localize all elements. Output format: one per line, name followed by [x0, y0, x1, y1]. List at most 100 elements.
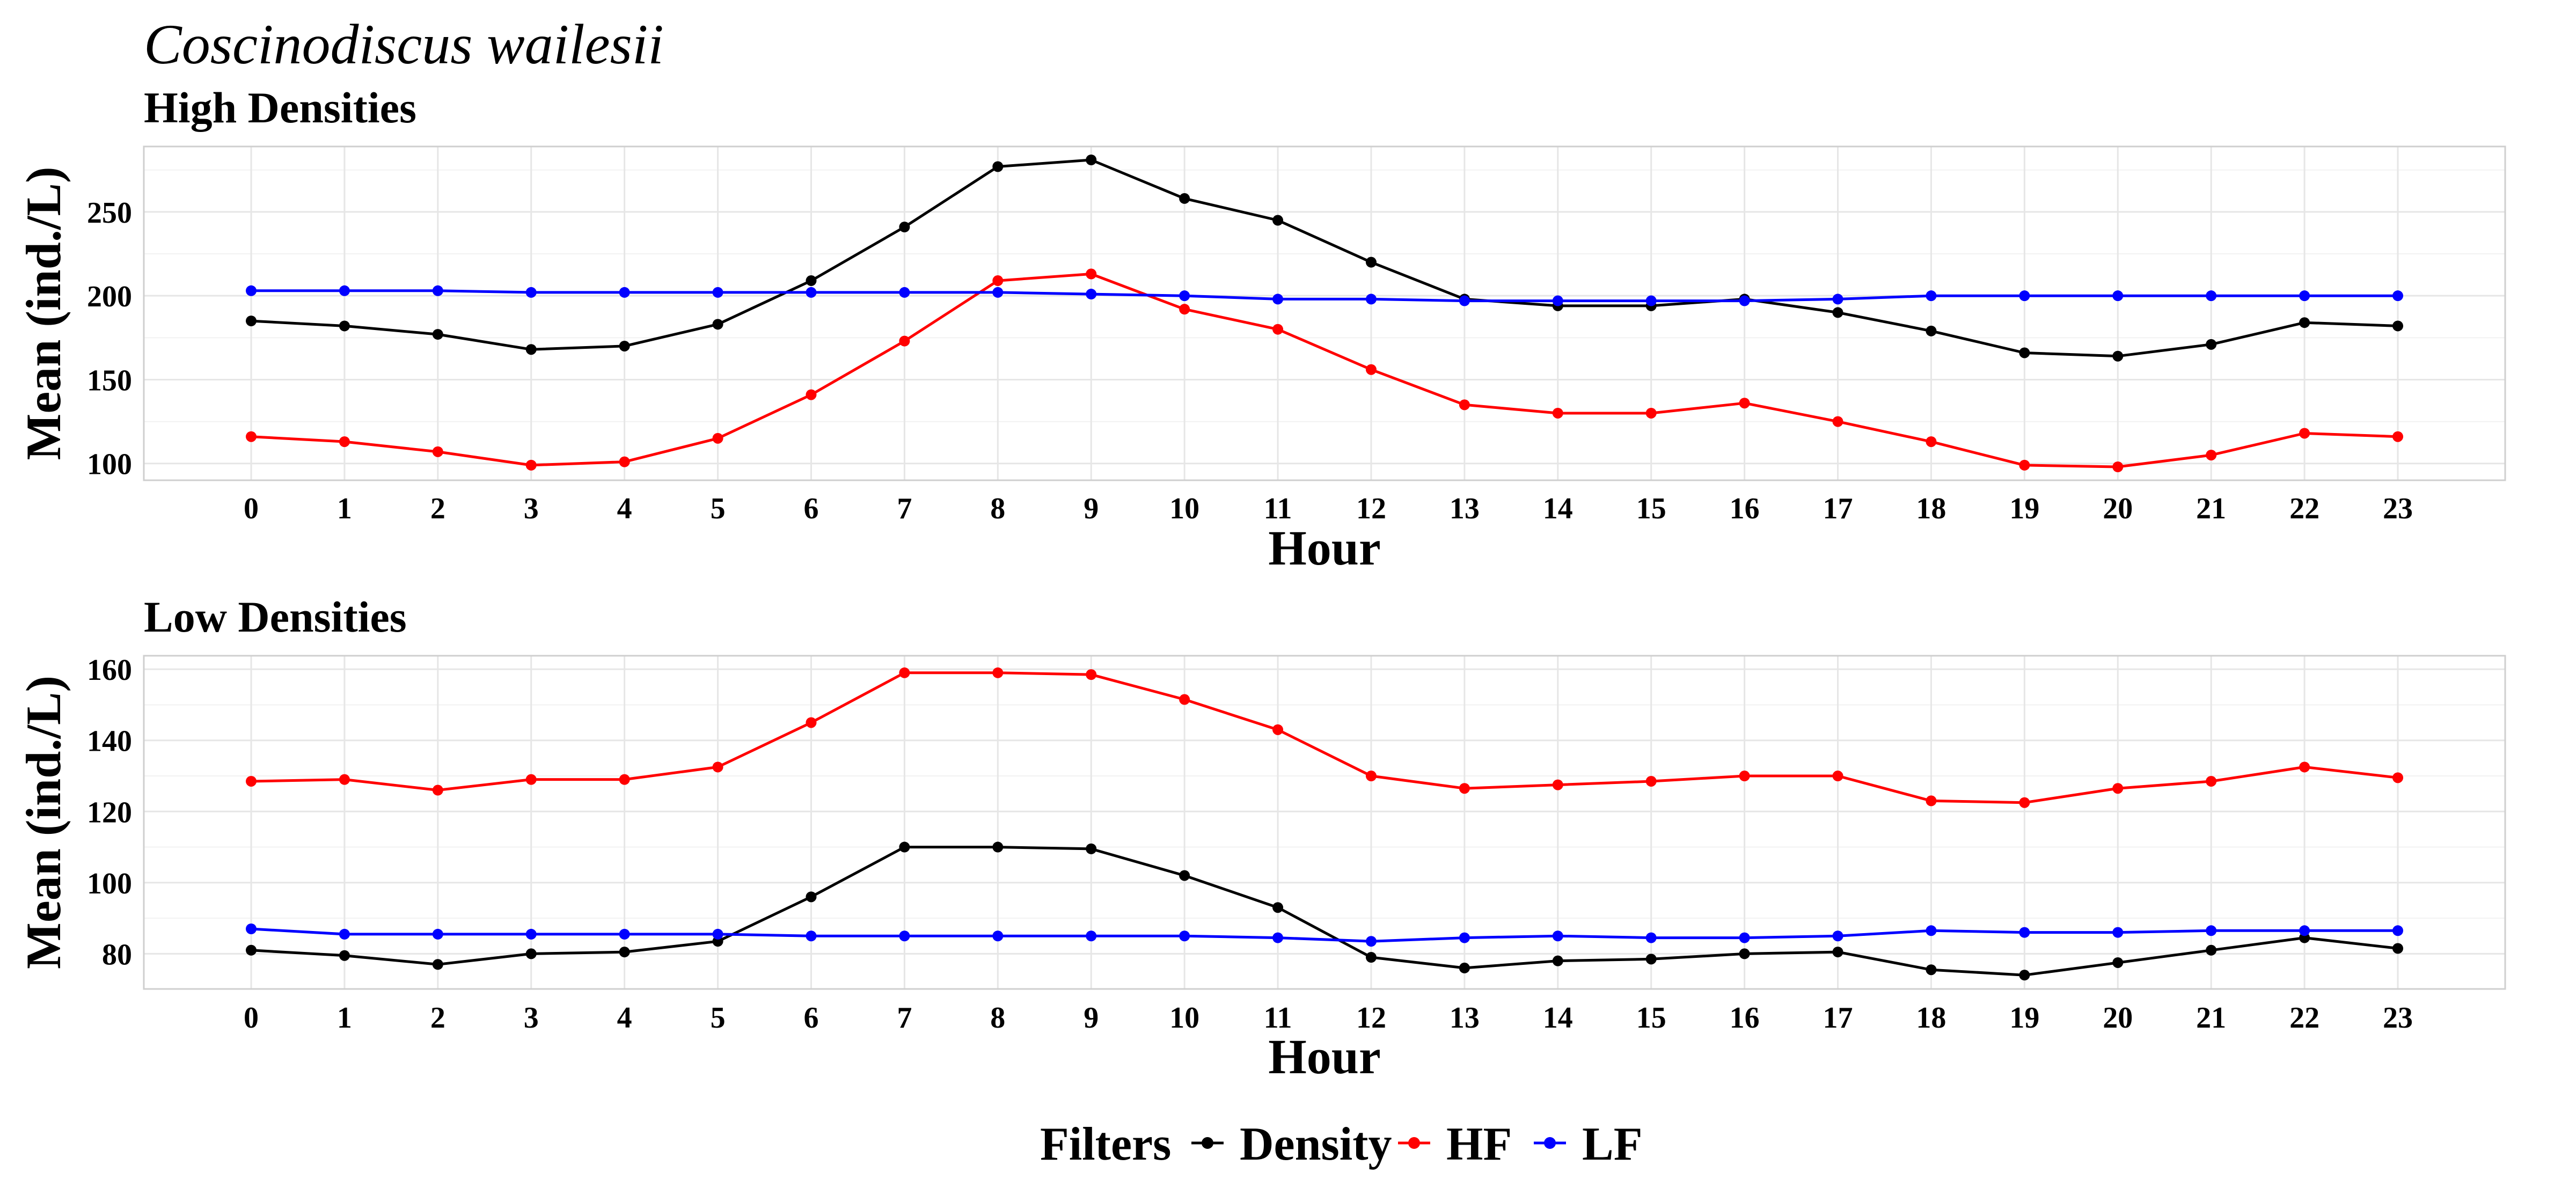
point-lf: [899, 930, 910, 942]
x-tick-label: 9: [1084, 492, 1099, 525]
point-lf: [1645, 932, 1657, 943]
point-hf: [2206, 775, 2217, 787]
x-tick-label: 11: [1264, 492, 1292, 525]
point-density: [525, 344, 537, 355]
x-tick-label: 6: [803, 1001, 818, 1035]
point-density: [246, 944, 257, 956]
legend-title: Filters: [1040, 1118, 1171, 1170]
point-lf: [1832, 294, 1843, 305]
point-lf: [2206, 290, 2217, 302]
point-density: [525, 948, 537, 959]
point-lf: [1739, 295, 1750, 306]
panel-title-high: High Densities: [144, 83, 416, 132]
legend-key-point-lf: [1544, 1137, 1556, 1149]
x-tick-label: 4: [617, 492, 632, 525]
point-density: [992, 161, 1004, 172]
legend-label-lf: LF: [1582, 1118, 1642, 1170]
point-lf: [1645, 295, 1657, 306]
point-density: [2206, 339, 2217, 350]
x-tick-label: 10: [1169, 492, 1199, 525]
point-lf: [339, 285, 350, 296]
point-lf: [1086, 289, 1097, 300]
point-lf: [1365, 294, 1377, 305]
x-tick-label: 13: [1450, 1001, 1480, 1035]
y-tick-label: 150: [87, 364, 132, 397]
figure-title: Coscinodiscus wailesii: [144, 13, 664, 76]
point-density: [1086, 843, 1097, 854]
x-tick-label: 11: [1264, 1001, 1292, 1035]
x-tick-label: 1: [337, 492, 352, 525]
point-hf: [1926, 436, 1937, 448]
x-tick-label: 20: [2103, 1001, 2133, 1035]
panel-title-low: Low Densities: [144, 592, 407, 641]
x-axis-title: Hour: [1268, 521, 1381, 575]
x-tick-label: 20: [2103, 492, 2133, 525]
point-hf: [2299, 428, 2310, 439]
point-hf: [806, 389, 817, 400]
point-lf: [806, 930, 817, 942]
point-density: [432, 329, 443, 340]
point-hf: [1552, 407, 1563, 419]
point-hf: [1459, 783, 1470, 794]
series-line-lf: [251, 927, 2398, 943]
point-hf: [1179, 694, 1190, 705]
point-hf: [1739, 398, 1750, 409]
point-hf: [432, 785, 443, 796]
point-lf: [1179, 930, 1190, 942]
x-tick-label: 18: [1916, 492, 1946, 525]
point-lf: [1926, 925, 1937, 936]
point-hf: [1086, 669, 1097, 680]
point-lf: [2019, 290, 2030, 302]
x-tick-label: 8: [990, 492, 1005, 525]
x-tick-label: 19: [2009, 492, 2039, 525]
point-lf: [619, 928, 630, 940]
point-lf: [712, 928, 723, 940]
point-lf: [1272, 294, 1284, 305]
point-density: [806, 891, 817, 903]
point-hf: [1739, 771, 1750, 782]
point-hf: [992, 667, 1004, 678]
point-density: [1179, 870, 1190, 881]
x-tick-label: 1: [337, 1001, 352, 1035]
point-hf: [1645, 775, 1657, 787]
point-lf: [2299, 290, 2310, 302]
series-line-hf: [251, 273, 2398, 468]
point-density: [1365, 256, 1377, 268]
x-tick-label: 2: [430, 1001, 445, 1035]
point-lf: [2019, 927, 2030, 938]
point-lf: [525, 287, 537, 298]
plot-frame: [143, 655, 2506, 990]
point-hf: [525, 774, 537, 785]
point-density: [2112, 350, 2124, 362]
point-hf: [339, 436, 350, 448]
point-lf: [246, 285, 257, 296]
point-density: [1272, 902, 1284, 913]
point-density: [1926, 325, 1937, 336]
point-hf: [525, 459, 537, 471]
point-hf: [339, 774, 350, 785]
point-lf: [339, 928, 350, 940]
x-tick-label: 21: [2196, 1001, 2226, 1035]
point-density: [1926, 964, 1937, 976]
point-density: [2299, 317, 2310, 328]
point-hf: [1832, 416, 1843, 427]
point-density: [2019, 347, 2030, 358]
point-density: [2206, 944, 2217, 956]
point-lf: [2392, 925, 2403, 936]
point-density: [1365, 952, 1377, 963]
point-lf: [1365, 936, 1377, 947]
point-density: [899, 222, 910, 233]
point-hf: [2206, 450, 2217, 461]
point-lf: [992, 287, 1004, 298]
point-lf: [806, 287, 817, 298]
point-density: [246, 316, 257, 327]
point-lf: [2112, 290, 2124, 302]
point-density: [1832, 947, 1843, 958]
point-hf: [2299, 761, 2310, 773]
x-tick-label: 9: [1084, 1001, 1099, 1035]
x-tick-label: 8: [990, 1001, 1005, 1035]
x-tick-label: 14: [1543, 492, 1573, 525]
x-tick-label: 22: [2289, 492, 2319, 525]
point-lf: [2299, 925, 2310, 936]
